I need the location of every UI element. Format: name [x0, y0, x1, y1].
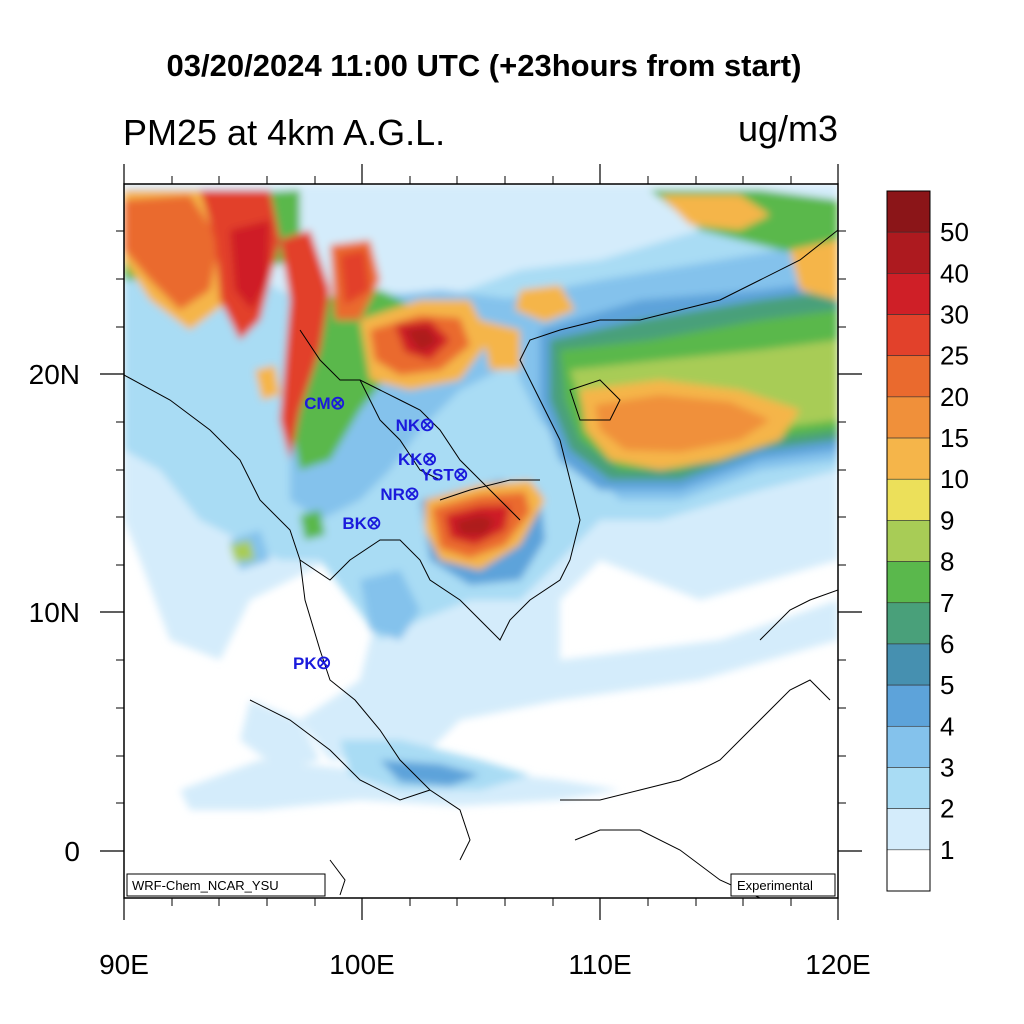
- colorbar-swatch: [886, 478, 931, 521]
- station-label: YST: [421, 466, 455, 485]
- map-frame: [123, 183, 839, 899]
- station-nr: NR: [380, 485, 419, 504]
- y-tick-label-10n: 10N: [29, 597, 80, 628]
- station-label: KK: [398, 450, 423, 469]
- station-label: NR: [380, 485, 405, 504]
- station-cross-icon: [422, 420, 432, 430]
- colorbar-swatch: [886, 273, 931, 315]
- major-ticks: [100, 164, 862, 920]
- colorbar-label: 25: [940, 341, 969, 371]
- colorbar-swatch: [886, 725, 931, 768]
- station-nk: NK: [396, 416, 434, 435]
- colorbar-label: 1: [940, 835, 954, 865]
- colorbar-swatch: [886, 231, 931, 274]
- station-cm: CM: [304, 394, 345, 413]
- station-cross-icon: [369, 518, 379, 528]
- station-label: CM: [304, 394, 330, 413]
- colorbar: 50 40 30 25 20 15 10 9 8 7 6 5 4 3 2 1: [886, 190, 969, 892]
- x-tick-label-120e: 120E: [805, 949, 870, 980]
- station-label: NK: [396, 416, 421, 435]
- colorbar-swatch: [886, 767, 931, 809]
- y-tick-label-20n: 20N: [29, 359, 80, 390]
- colorbar-label: 10: [940, 464, 969, 494]
- units-label: ug/m3: [737, 108, 838, 149]
- colorbar-label: 50: [940, 217, 969, 247]
- colorbar-label: 6: [940, 629, 954, 659]
- colorbar-label: 9: [940, 505, 954, 535]
- model-credit-box: [126, 873, 326, 897]
- colorbar-swatch: [886, 355, 931, 398]
- colorbar-swatch: [886, 520, 931, 562]
- colorbar-swatch: [886, 437, 931, 480]
- model-credit-text: WRF-Chem_NCAR_YSU: [132, 878, 279, 893]
- colorbar-label: 15: [940, 423, 969, 453]
- colorbar-swatch: [886, 849, 931, 892]
- station-label: PK: [293, 654, 317, 673]
- pm25-field: [124, 184, 838, 898]
- station-marker-icon: [331, 396, 345, 410]
- status-credit-box: [730, 873, 836, 897]
- colorbar-label: 3: [940, 752, 954, 782]
- station-cross-icon: [456, 470, 466, 480]
- station-marker-icon: [420, 418, 434, 432]
- x-tick-label-90e: 90E: [99, 949, 149, 980]
- colorbar-label: 20: [940, 382, 969, 412]
- status-credit-text: Experimental: [737, 878, 813, 893]
- station-marker-icon: [454, 468, 468, 481]
- station-cross-icon: [319, 658, 329, 668]
- station-cross-icon: [425, 454, 435, 464]
- station-cross-icon: [407, 489, 417, 499]
- station-marker-icon: [317, 656, 331, 670]
- minor-ticks: [116, 176, 846, 906]
- y-tick-label-0: 0: [64, 836, 80, 867]
- station-marker-icon: [423, 452, 436, 466]
- x-tick-label-110e: 110E: [568, 949, 631, 980]
- colorbar-label: 2: [940, 794, 954, 824]
- station-marker-icon: [367, 516, 381, 530]
- colorbar-label: 8: [940, 547, 954, 577]
- colorbar-swatch: [886, 808, 931, 851]
- x-tick-label-100e: 100E: [329, 949, 394, 980]
- colorbar-swatch: [886, 561, 931, 604]
- station-cross-icon: [333, 398, 343, 408]
- colorbar-swatch: [886, 602, 931, 645]
- colorbar-label: 40: [940, 258, 969, 288]
- station-yst: YST: [421, 466, 468, 485]
- colorbar-frame: [886, 190, 931, 892]
- colorbar-label: 30: [940, 300, 969, 330]
- station-bk: BK: [342, 514, 381, 533]
- colorbar-swatch: [886, 314, 931, 357]
- station-marker-icon: [405, 487, 419, 501]
- colorbar-swatch: [886, 190, 931, 233]
- station-pk: PK: [293, 654, 331, 673]
- station-kk: KK: [398, 450, 436, 469]
- map-title: 03/20/2024 11:00 UTC (+23hours from star…: [166, 48, 802, 83]
- colorbar-label: 5: [940, 670, 954, 700]
- colorbar-swatch: [886, 396, 931, 439]
- colorbar-label: 7: [940, 588, 954, 618]
- colorbar-label: 4: [940, 711, 954, 741]
- station-label: BK: [342, 514, 367, 533]
- coastlines: [124, 229, 838, 898]
- colorbar-swatch: [886, 643, 931, 686]
- variable-label: PM25 at 4km A.G.L.: [123, 112, 446, 153]
- colorbar-swatch: [886, 684, 931, 727]
